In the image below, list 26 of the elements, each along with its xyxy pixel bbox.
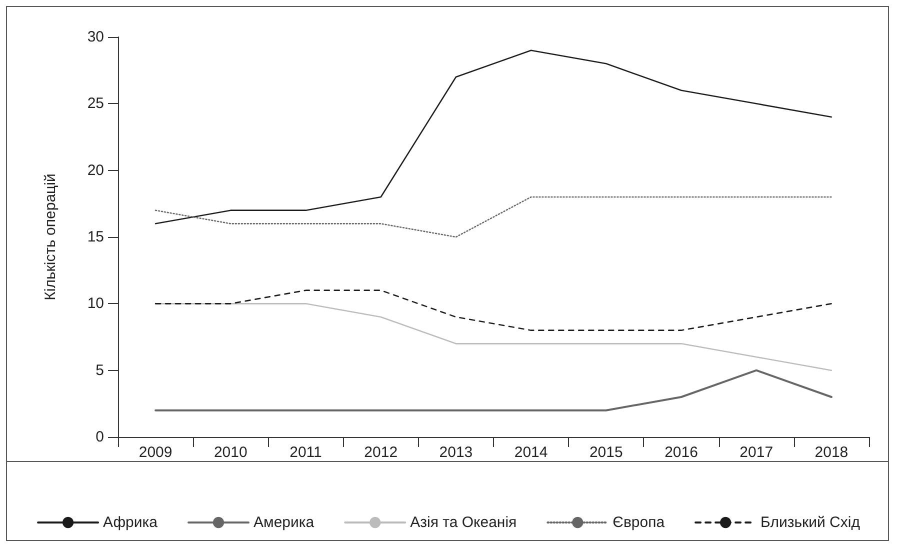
x-tick-label: 2017 bbox=[740, 444, 774, 461]
y-tick-label: 15 bbox=[87, 228, 104, 246]
y-axis-title: Кількість операцій bbox=[42, 174, 59, 300]
x-tick-label: 2011 bbox=[290, 444, 322, 461]
y-tick-label: 20 bbox=[87, 162, 104, 179]
x-tick-label: 2012 bbox=[364, 444, 398, 461]
x-tick-label: 2018 bbox=[814, 444, 848, 461]
x-tick-label: 2015 bbox=[589, 444, 623, 461]
legend-label: Америка bbox=[254, 514, 315, 531]
y-tick-label: 25 bbox=[87, 95, 104, 112]
legend-label: Європа bbox=[612, 514, 666, 531]
y-tick-label: 0 bbox=[96, 428, 104, 446]
y-tick-label: 5 bbox=[96, 362, 104, 379]
line-series bbox=[154, 196, 832, 238]
line-series bbox=[154, 290, 832, 331]
y-tick-label: 10 bbox=[87, 295, 104, 312]
legend-label: Африка bbox=[103, 514, 158, 531]
x-tick-label: 2010 bbox=[214, 444, 248, 461]
y-tick-label: 30 bbox=[87, 28, 104, 46]
line-series bbox=[154, 50, 832, 224]
x-tick-label: 2013 bbox=[439, 444, 473, 461]
x-tick-label: 2014 bbox=[514, 444, 548, 461]
x-tick-label: 2016 bbox=[664, 444, 698, 461]
legend-label: Близький Схід bbox=[760, 514, 860, 531]
x-tick-label: 2009 bbox=[138, 444, 172, 461]
legend-label: Азія та Океанія bbox=[410, 514, 517, 531]
